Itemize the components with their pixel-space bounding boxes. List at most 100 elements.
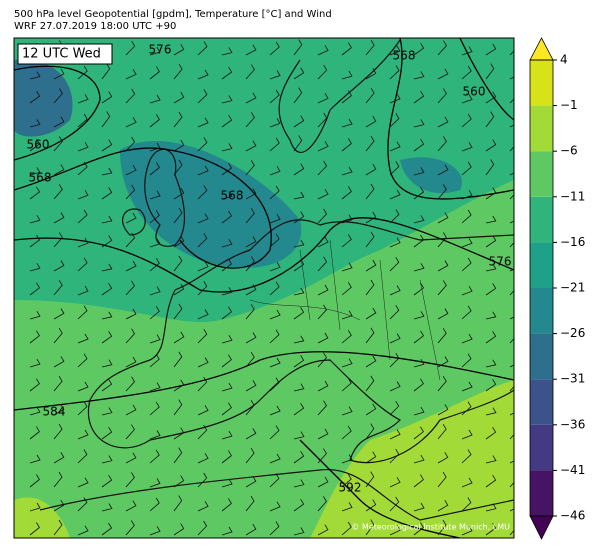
wind-barb [509, 434, 514, 440]
contour-line [14, 65, 101, 161]
wind-barb [437, 88, 447, 104]
wind-barb [245, 284, 257, 296]
wind-barb [293, 67, 305, 80]
wind-barb [149, 449, 160, 464]
wind-barb [341, 406, 353, 416]
wind-barb [221, 306, 233, 320]
wind-barb [413, 138, 425, 152]
contour-label: 592 [339, 481, 362, 495]
wind-barb [317, 524, 329, 536]
wind-barb [437, 375, 447, 392]
contour-line [14, 351, 514, 411]
coastline [278, 39, 401, 153]
wind-barb [341, 42, 352, 56]
wind-barb [101, 187, 113, 200]
wind-barb [389, 161, 400, 176]
wind-barb [245, 160, 255, 176]
wind-barb [365, 423, 375, 440]
wind-barb [53, 184, 63, 200]
wind-barb [197, 357, 209, 368]
wind-barb [269, 233, 280, 248]
wind-barb [77, 477, 89, 488]
wind-barb [293, 335, 305, 344]
wind-barb [197, 165, 209, 176]
colorbar-band [530, 105, 553, 152]
wind-barb [125, 472, 135, 488]
wind-barb [317, 332, 329, 344]
wind-barb [317, 380, 329, 392]
wind-barb [437, 232, 447, 248]
wind-barb [461, 449, 472, 464]
wind-barb [77, 209, 88, 224]
wind-barb [509, 220, 514, 224]
wind-barb [53, 116, 65, 128]
wind-barb [341, 473, 352, 488]
colorbar-under [529, 515, 554, 540]
temperature-region [400, 157, 462, 194]
colorbar-band [530, 424, 553, 471]
temperature-region [120, 140, 302, 268]
wind-barb [365, 375, 375, 392]
wind-barb [197, 520, 208, 536]
wind-barb [149, 526, 161, 536]
wind-barb [149, 353, 160, 368]
wind-barb [149, 142, 161, 152]
wind-barb [125, 69, 137, 80]
wind-barb [77, 190, 89, 200]
wind-barb [341, 214, 353, 224]
wind-barb [53, 260, 65, 272]
wind-barb [29, 378, 40, 392]
wind-barb [29, 426, 40, 440]
wind-barb [173, 63, 183, 80]
wind-barb [341, 234, 352, 248]
wind-barb [365, 403, 377, 416]
wind-barb [389, 305, 400, 320]
wind-barb [293, 211, 305, 224]
wind-barb [77, 257, 88, 272]
wind-barb [485, 111, 495, 128]
wind-barb [413, 186, 425, 200]
wind-barb [245, 380, 257, 392]
wind-barb [53, 451, 65, 464]
wind-barb [485, 311, 497, 320]
wind-barb [341, 262, 353, 272]
wind-barb [269, 521, 280, 536]
wind-barb [437, 40, 447, 56]
wind-barb [341, 358, 353, 368]
wind-barb [509, 172, 514, 176]
wind-barb [413, 42, 425, 56]
wind-barb [509, 268, 514, 272]
colorbar-tick-label: −16 [560, 235, 585, 249]
wind-barb [413, 454, 425, 464]
wind-barb [53, 519, 63, 536]
contour-labels: 576 568 560 560 568 568 576 584 592 [27, 43, 512, 495]
wind-barb [173, 331, 185, 344]
wind-barb [77, 305, 88, 320]
wind-barb [437, 212, 449, 224]
time-label: 12 UTC Wed [22, 47, 101, 62]
wind-barb [245, 304, 255, 320]
wind-barb [341, 310, 353, 320]
colorbar-over [529, 37, 554, 61]
wind-barb [485, 43, 497, 56]
contour-line [14, 147, 272, 269]
wind-barb [29, 502, 41, 512]
wind-barb [77, 65, 88, 80]
wind-barb [389, 285, 401, 296]
contour-label: 576 [149, 43, 172, 57]
wind-barb [149, 286, 161, 296]
wind-barb [317, 188, 329, 200]
wind-barb [125, 232, 136, 248]
wind-barb [173, 44, 185, 56]
wind-barb [317, 400, 327, 416]
wind-barb [77, 285, 89, 296]
wind-barb [293, 239, 305, 248]
wind-barb [389, 113, 400, 128]
wind-barb [461, 285, 473, 296]
wind-barb [293, 259, 305, 272]
wind-barb [125, 117, 137, 128]
contour-label: 568 [393, 49, 416, 63]
wind-barb [413, 426, 424, 440]
